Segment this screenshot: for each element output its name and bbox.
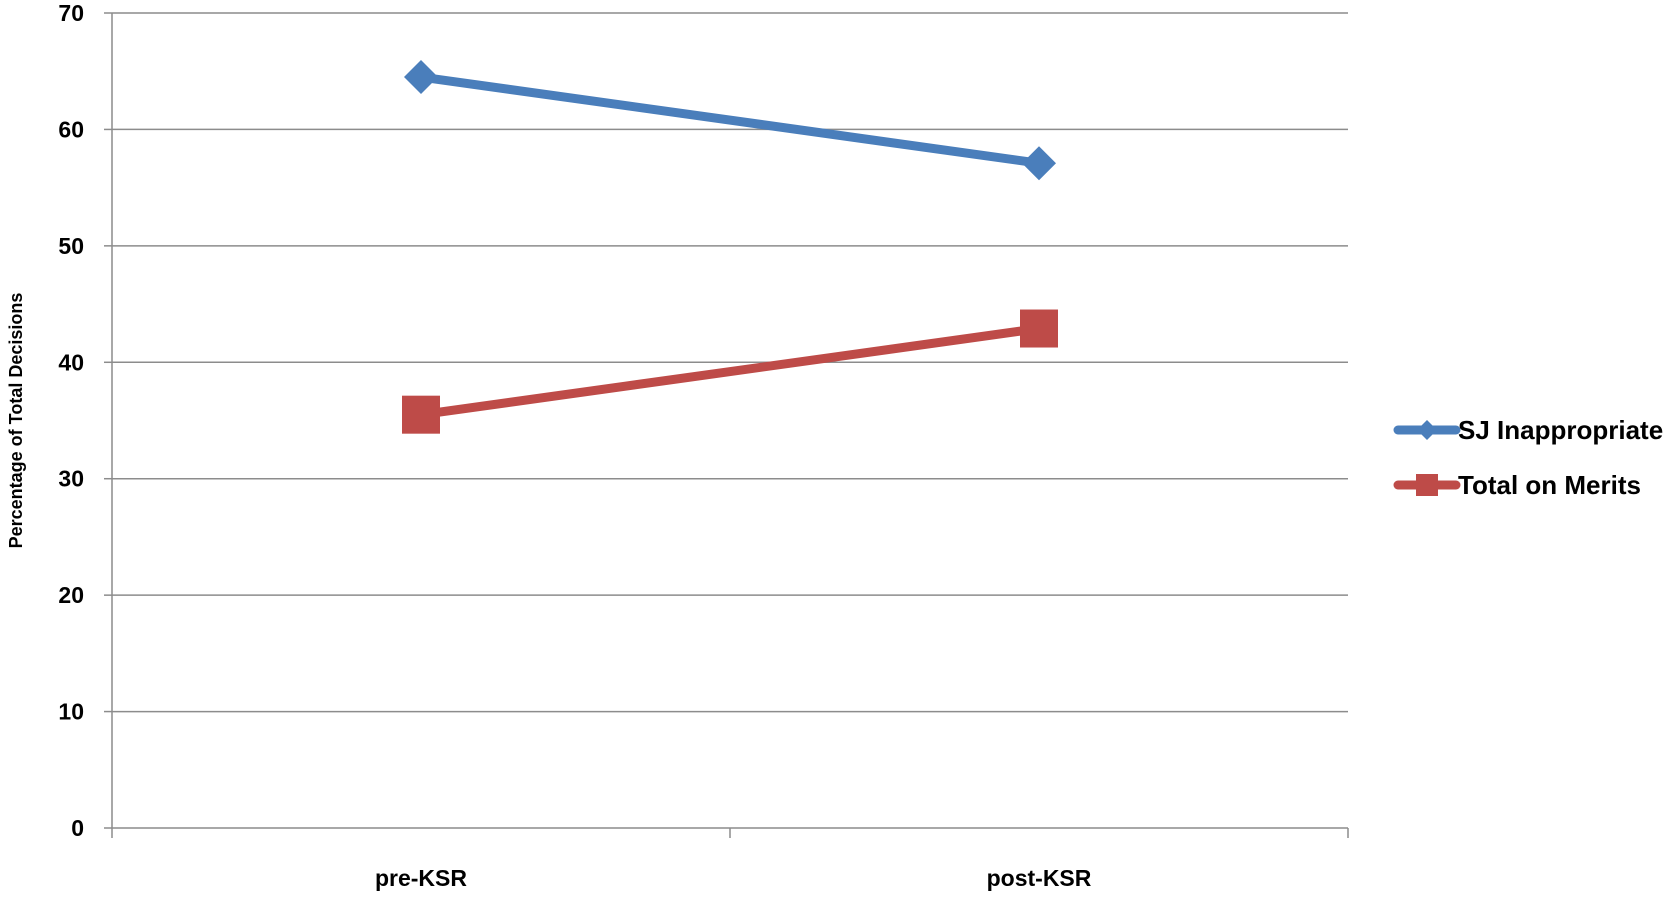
series-0 — [404, 60, 1056, 181]
axes — [111, 13, 1348, 829]
legend-swatch-marker — [1417, 420, 1437, 440]
x-tick-label: post-KSR — [987, 865, 1092, 891]
legend-item: SJ Inappropriate — [1393, 415, 1663, 445]
legend-label: Total on Merits — [1458, 470, 1641, 500]
data-point-marker — [402, 395, 440, 434]
y-tick-label: 30 — [58, 466, 84, 492]
gridlines — [112, 12, 1348, 713]
y-tick-label: 40 — [58, 349, 84, 375]
legend: SJ Inappropriate Total on Merits — [1393, 415, 1663, 500]
legend-swatch-marker — [1416, 474, 1438, 496]
y-tick-label: 70 — [58, 0, 84, 26]
series-lines — [402, 60, 1058, 434]
y-tick-label: 10 — [58, 699, 84, 725]
x-tick-label: pre-KSR — [375, 865, 467, 891]
y-tick-label: 0 — [71, 815, 84, 841]
y-axis-ticks: 0 10 20 30 40 50 60 70 — [58, 0, 112, 841]
y-tick-label: 60 — [58, 116, 84, 142]
series-line — [420, 324, 1040, 420]
y-tick-label: 20 — [58, 582, 84, 608]
legend-item: Total on Merits — [1393, 470, 1641, 500]
data-point-marker — [404, 60, 438, 95]
series-line — [420, 72, 1040, 168]
x-axis-ticks: pre-KSR post-KSR — [111, 828, 1349, 891]
series-1 — [402, 309, 1058, 434]
y-tick-label: 50 — [58, 233, 84, 259]
legend-label: SJ Inappropriate — [1458, 415, 1663, 445]
data-point-marker — [1022, 146, 1056, 181]
y-axis-title: Percentage of Total Decisions — [6, 293, 26, 549]
data-point-marker — [1020, 309, 1058, 348]
